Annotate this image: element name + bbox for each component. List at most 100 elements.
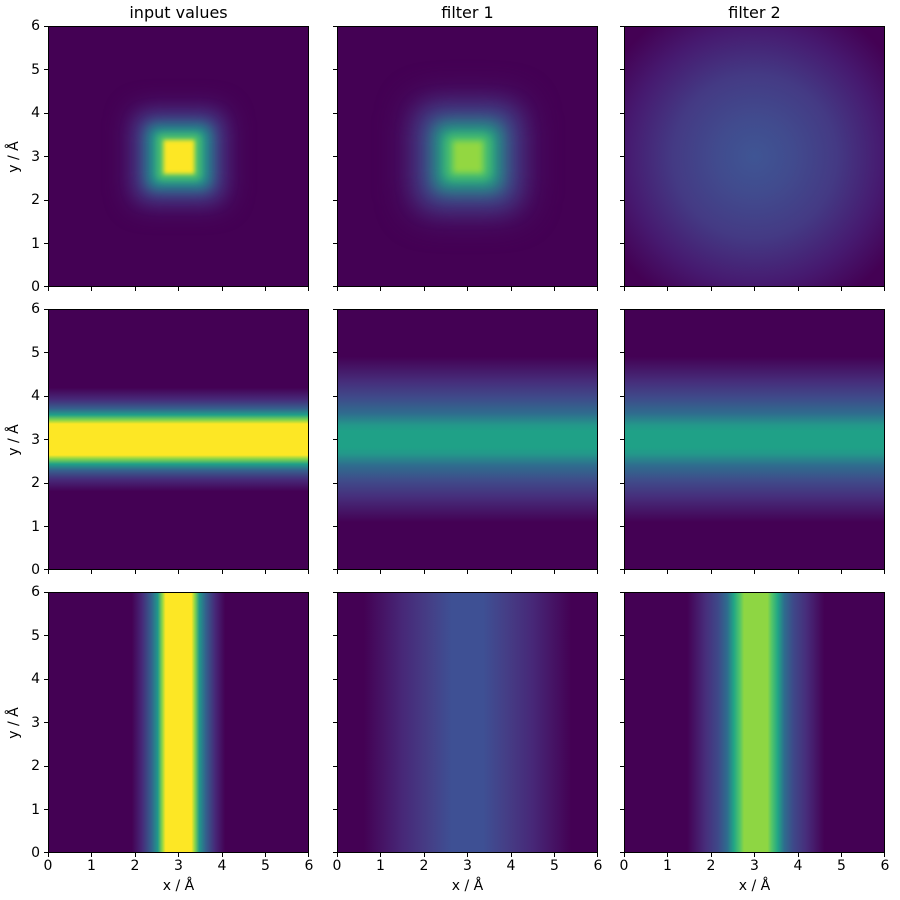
heatmap-r1-c2 — [337, 26, 598, 287]
heatmap-r3-c1 — [48, 592, 309, 853]
y-tick-mark — [620, 352, 624, 353]
y-tick-mark — [44, 69, 48, 70]
y-tick-mark — [44, 25, 48, 27]
y-tick-mark — [620, 678, 624, 680]
y-tick-mark — [333, 25, 337, 27]
y-axis-label: y / Å — [6, 140, 22, 173]
x-tick-mark — [47, 287, 49, 291]
x-tick-mark — [623, 570, 625, 574]
x-tick-mark — [221, 287, 223, 291]
y-tick-mark — [620, 156, 624, 157]
y-axis-label: y / Å — [6, 706, 22, 739]
x-tick-label: 3 — [463, 858, 472, 874]
heatmap-r2-c1 — [48, 309, 309, 570]
y-tick-mark — [333, 569, 337, 570]
y-tick-mark — [620, 286, 624, 287]
y-tick-mark — [620, 25, 624, 27]
y-tick-mark — [44, 678, 48, 680]
y-tick-mark — [44, 308, 48, 310]
x-tick-mark — [265, 853, 266, 857]
x-tick-mark — [797, 570, 799, 574]
x-tick-mark — [467, 853, 468, 857]
y-tick-mark — [44, 286, 48, 287]
y-tick-label: 6 — [31, 18, 40, 34]
x-tick-mark — [380, 853, 381, 857]
x-tick-mark — [178, 287, 179, 291]
x-tick-mark — [841, 287, 842, 291]
y-tick-label: 0 — [31, 562, 40, 578]
y-tick-mark — [333, 352, 337, 353]
x-tick-label: 4 — [217, 858, 227, 874]
x-tick-label: 5 — [837, 858, 846, 874]
x-tick-mark — [134, 853, 136, 857]
y-tick-mark — [333, 439, 337, 440]
y-tick-mark — [333, 395, 337, 397]
x-tick-label: 6 — [304, 858, 314, 874]
y-tick-mark — [333, 308, 337, 310]
y-tick-mark — [620, 69, 624, 70]
x-tick-mark — [710, 853, 712, 857]
y-tick-mark — [333, 852, 337, 853]
y-tick-mark — [44, 569, 48, 570]
x-tick-mark — [554, 287, 555, 291]
y-tick-label: 5 — [31, 61, 40, 78]
x-tick-label: 0 — [619, 858, 629, 874]
y-tick-mark — [44, 722, 48, 723]
x-tick-mark — [510, 853, 512, 857]
y-tick-label: 5 — [31, 344, 40, 361]
x-tick-mark — [91, 853, 92, 857]
x-tick-mark — [178, 570, 179, 574]
x-tick-label: 3 — [174, 858, 183, 874]
y-tick-label: 3 — [31, 148, 40, 165]
heatmap-r3-c2 — [337, 592, 598, 853]
x-tick-mark — [47, 853, 49, 857]
x-axis-label: x / Å — [738, 878, 771, 894]
x-tick-mark — [884, 287, 885, 291]
y-tick-label: 1 — [31, 801, 40, 818]
y-tick-label: 6 — [31, 301, 40, 317]
y-tick-label: 2 — [31, 192, 40, 208]
x-tick-mark — [667, 570, 668, 574]
y-tick-mark — [620, 852, 624, 853]
x-tick-label: 4 — [793, 858, 803, 874]
heatmap-r2-c3 — [624, 309, 885, 570]
x-tick-mark — [754, 287, 755, 291]
y-tick-mark — [620, 809, 624, 810]
x-tick-mark — [710, 287, 712, 291]
y-tick-mark — [620, 112, 624, 114]
subplot-title: filter 2 — [728, 3, 781, 22]
y-tick-mark — [44, 635, 48, 636]
x-tick-mark — [467, 287, 468, 291]
y-tick-label: 4 — [31, 388, 40, 404]
x-axis-label: x / Å — [162, 878, 195, 894]
x-tick-label: 2 — [419, 858, 429, 874]
x-tick-mark — [710, 570, 712, 574]
x-tick-mark — [265, 287, 266, 291]
y-tick-mark — [44, 156, 48, 157]
x-tick-mark — [336, 287, 338, 291]
y-tick-mark — [44, 526, 48, 527]
x-tick-mark — [510, 287, 512, 291]
x-tick-mark — [221, 570, 223, 574]
x-tick-mark — [423, 287, 425, 291]
y-tick-mark — [620, 243, 624, 244]
y-tick-label: 0 — [31, 845, 40, 861]
y-tick-label: 2 — [31, 758, 40, 774]
y-tick-mark — [620, 439, 624, 440]
heatmap-blob-layer-4 — [163, 139, 194, 174]
subplot-title: input values — [129, 3, 228, 22]
x-tick-mark — [597, 570, 598, 574]
x-tick-mark — [134, 287, 136, 291]
x-tick-mark — [554, 853, 555, 857]
y-tick-mark — [620, 482, 624, 484]
y-tick-mark — [44, 765, 48, 767]
heatmap-r2-c2 — [337, 309, 598, 570]
x-tick-mark — [884, 853, 885, 857]
x-tick-mark — [667, 287, 668, 291]
y-tick-mark — [333, 286, 337, 287]
y-tick-label: 4 — [31, 671, 40, 687]
x-tick-label: 6 — [880, 858, 890, 874]
y-tick-mark — [620, 765, 624, 767]
x-tick-mark — [510, 570, 512, 574]
x-tick-mark — [308, 287, 309, 291]
